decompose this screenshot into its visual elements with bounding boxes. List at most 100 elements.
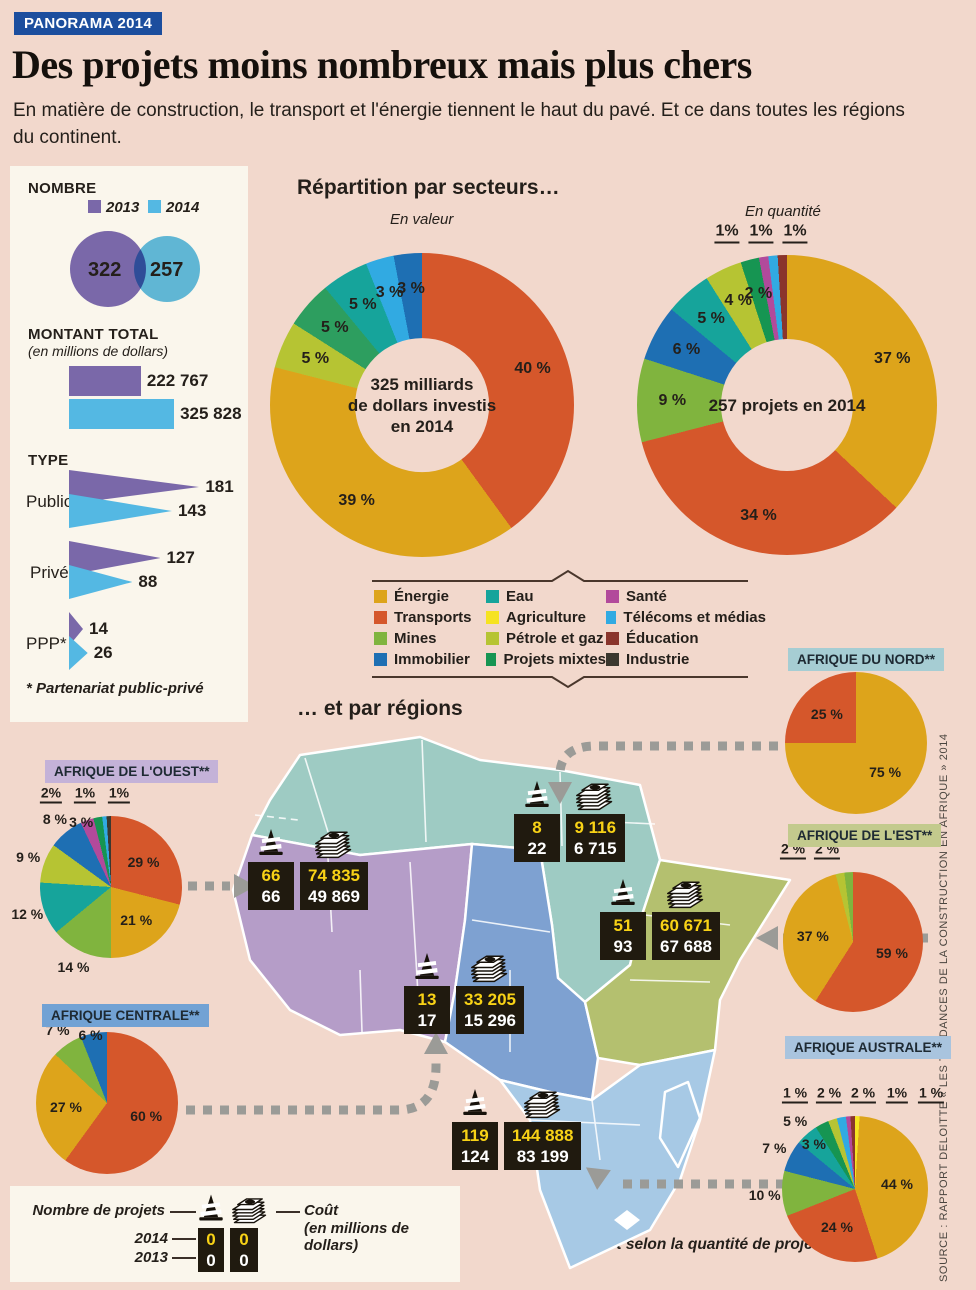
legend-item: Eau bbox=[486, 588, 606, 605]
type-title: TYPE bbox=[28, 452, 69, 469]
montant-value-2013: 222 767 bbox=[146, 371, 209, 390]
pie-chart-afrique-du-nord: 75 % 25 % bbox=[785, 672, 927, 814]
projects-2013: 22 bbox=[527, 839, 547, 858]
legend-swatch bbox=[606, 653, 619, 666]
pie-percent-label: 3 % bbox=[397, 280, 425, 298]
pie-percent-label: 9 % bbox=[658, 392, 687, 410]
pie-percent-label: 2 % bbox=[744, 284, 773, 302]
legend-label: Éducation bbox=[626, 630, 699, 647]
legend-swatch bbox=[606, 611, 617, 624]
callout-afrique-de-l-est: 51 93 60 671 67 688 bbox=[600, 874, 720, 960]
montant-subtitle: (en millions de dollars) bbox=[28, 343, 169, 359]
type-row-prive-2013: 127 bbox=[69, 541, 195, 575]
legend-label: Énergie bbox=[394, 588, 450, 605]
projects-cone-icon bbox=[198, 1190, 224, 1225]
type-value-prive-2014: 88 bbox=[138, 572, 158, 591]
legend-label: Eau bbox=[506, 588, 534, 605]
cost-2013: 15 296 bbox=[464, 1011, 516, 1030]
pie-percent-label: 5 % bbox=[783, 1113, 808, 1130]
cost-box: 60 671 67 688 bbox=[652, 912, 720, 960]
cost-2014: 60 671 bbox=[660, 916, 712, 935]
cost-legend-label: Coût bbox=[304, 1202, 339, 1219]
type-row-ppp-2013: 14 bbox=[69, 612, 108, 646]
panorama-badge: PANORAMA 2014 bbox=[14, 12, 163, 35]
legend-top-rule bbox=[372, 569, 748, 582]
projects-2013: 66 bbox=[261, 887, 281, 906]
pie-percent-label: 37 % bbox=[796, 927, 829, 944]
pie-percent-label: 1% bbox=[885, 1085, 909, 1104]
venn-circle-2013 bbox=[70, 231, 146, 307]
nombre-title: NOMBRE bbox=[28, 180, 97, 197]
pie-percent-label: 5 % bbox=[301, 349, 330, 367]
pie-percent-label: 3 % bbox=[69, 814, 94, 831]
legend-label: Santé bbox=[626, 588, 667, 605]
legend-connector bbox=[172, 1238, 196, 1240]
projects-legend-label: Nombre de projets bbox=[32, 1202, 165, 1219]
type-arrow-public-2014 bbox=[69, 494, 172, 528]
pie-percent-label: 12 % bbox=[11, 906, 44, 923]
sample-projects-box: 0 0 bbox=[198, 1228, 224, 1272]
legend-label-2014: 2014 bbox=[166, 199, 200, 216]
legend-swatch-2013 bbox=[88, 200, 101, 213]
legend-label: Mines bbox=[394, 630, 437, 647]
pie-percent-label: 2 % bbox=[815, 1085, 843, 1104]
pie-percent-label: 3 % bbox=[801, 1136, 826, 1153]
type-label-prive: Privé bbox=[30, 563, 69, 582]
montant-title: MONTANT TOTAL bbox=[28, 326, 159, 343]
pie-percent-label: 44 % bbox=[881, 1175, 913, 1192]
pie-percent-label: 25 % bbox=[810, 705, 843, 722]
cost-money-icon bbox=[663, 877, 709, 910]
cost-box: 144 888 83 199 bbox=[504, 1122, 582, 1170]
legend-item: Immobilier bbox=[374, 651, 486, 668]
cost-2013: 49 869 bbox=[308, 887, 360, 906]
pie-percent-label: 8 % bbox=[42, 811, 67, 828]
pie-percent-label: 9 % bbox=[16, 849, 41, 866]
pie-percent-label: 24 % bbox=[821, 1219, 853, 1236]
type-arrow-ppp-2013 bbox=[69, 612, 83, 646]
year-2013-label: 2013 bbox=[134, 1249, 168, 1266]
donut-hole bbox=[721, 339, 853, 471]
donut-hole bbox=[355, 338, 489, 472]
callout-afrique-australe: 119 124 144 888 83 199 bbox=[452, 1084, 582, 1170]
callout-afrique-centrale: 13 17 33 205 15 296 bbox=[404, 948, 524, 1034]
projects-cone-icon bbox=[258, 824, 284, 860]
montant-bar-row-2014: 325 828 bbox=[69, 399, 242, 429]
regions-footnote: ** Part selon la quantité de projets bbox=[575, 1236, 827, 1253]
cost-legend-sub: (en millions de dollars) bbox=[304, 1220, 410, 1254]
pie-percent-label: 6 % bbox=[672, 340, 701, 358]
legend-item: Énergie bbox=[374, 588, 486, 605]
projects-count-box: 119 124 bbox=[452, 1122, 498, 1170]
cost-box: 9 116 6 715 bbox=[566, 814, 625, 862]
map-lesotho-diamond bbox=[614, 1210, 640, 1230]
projects-2014: 66 bbox=[261, 866, 281, 885]
pie-percent-label: 6 % bbox=[78, 1026, 103, 1043]
legend-swatch bbox=[486, 632, 499, 645]
type-arrow-prive-2013 bbox=[69, 541, 161, 575]
cost-2014: 9 116 bbox=[574, 818, 617, 837]
projects-cone-icon bbox=[610, 874, 636, 910]
legend-item: Santé bbox=[606, 588, 766, 605]
pie-percent-label: 1 % bbox=[781, 1085, 809, 1104]
legend-connector bbox=[276, 1211, 300, 1213]
legend-swatch bbox=[374, 632, 387, 645]
montant-bar-2013 bbox=[69, 366, 141, 396]
type-value-public-2014: 143 bbox=[177, 501, 207, 520]
type-label-ppp: PPP* bbox=[26, 634, 67, 653]
venn-value-2013: 322 bbox=[88, 259, 122, 281]
sector-legend-grid: Énergie Transports Mines Immobilier Eau Agric… bbox=[374, 586, 766, 670]
legend-swatch bbox=[374, 590, 387, 603]
pie-percent-label: 4 % bbox=[724, 292, 752, 310]
projects-count-box: 66 66 bbox=[248, 862, 294, 910]
pie-percent-label: 1 % bbox=[917, 1085, 945, 1104]
legend-bottom-rule bbox=[372, 676, 748, 689]
montant-bar-row-2013: 222 767 bbox=[69, 366, 208, 396]
pie-percent-label: 1% bbox=[107, 785, 131, 804]
pie-percent-label: 34 % bbox=[740, 507, 777, 525]
pie-chart-afrique-de-l-ouest: 29 % 21 % 14 % 12 % 9 % 8 % 3 % 2% 1% 1% bbox=[11, 785, 182, 975]
venn-circle-2014 bbox=[134, 236, 200, 302]
type-arrow-public-2013 bbox=[69, 470, 200, 504]
page-title: Des projets moins nombreux mais plus che… bbox=[12, 42, 752, 87]
donut-chart-en-valeur: 325 milliards de dollars investis en 201… bbox=[270, 253, 574, 557]
pie-percent-label: 1% bbox=[782, 223, 808, 244]
legend-swatch bbox=[374, 611, 387, 624]
